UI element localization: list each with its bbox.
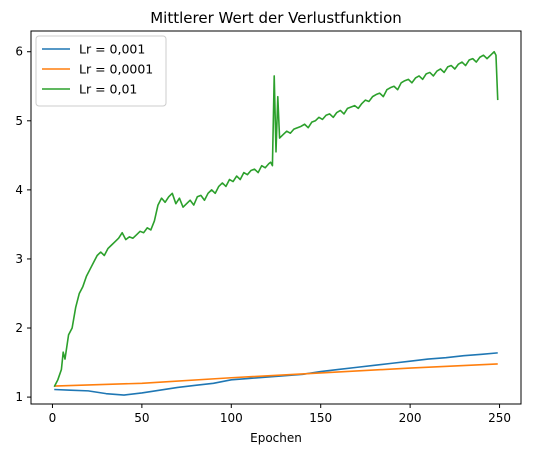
x-axis-ticks: 0 50 100 150 200 250 bbox=[49, 404, 511, 425]
y-tick-label: 2 bbox=[15, 321, 23, 335]
series-layer bbox=[53, 50, 499, 396]
y-tick-label: 5 bbox=[15, 114, 23, 128]
legend-label-2: Lr = 0,01 bbox=[79, 82, 137, 97]
series-line-2 bbox=[53, 50, 499, 388]
x-tick-label: 250 bbox=[488, 411, 511, 425]
plot-frame bbox=[30, 30, 522, 405]
y-tick-label: 3 bbox=[15, 252, 23, 266]
y-tick-label: 6 bbox=[15, 45, 23, 59]
x-tick-label: 100 bbox=[220, 411, 243, 425]
legend-label-1: Lr = 0,0001 bbox=[79, 62, 153, 77]
x-tick-label: 0 bbox=[49, 411, 57, 425]
x-axis-label: Epochen bbox=[250, 431, 302, 445]
x-tick-label: 150 bbox=[309, 411, 332, 425]
legend-label-0: Lr = 0,001 bbox=[79, 42, 145, 57]
series-line-0 bbox=[54, 352, 498, 396]
y-axis-ticks: 1 2 3 4 5 6 bbox=[15, 45, 31, 404]
y-tick-label: 4 bbox=[15, 183, 23, 197]
series-line-1 bbox=[54, 363, 498, 387]
chart-title: Mittlerer Wert der Verlustfunktion bbox=[150, 9, 402, 27]
x-tick-label: 200 bbox=[399, 411, 422, 425]
x-tick-label: 50 bbox=[134, 411, 149, 425]
legend: Lr = 0,001 Lr = 0,0001 Lr = 0,01 bbox=[35, 35, 167, 107]
y-tick-label: 1 bbox=[15, 390, 23, 404]
